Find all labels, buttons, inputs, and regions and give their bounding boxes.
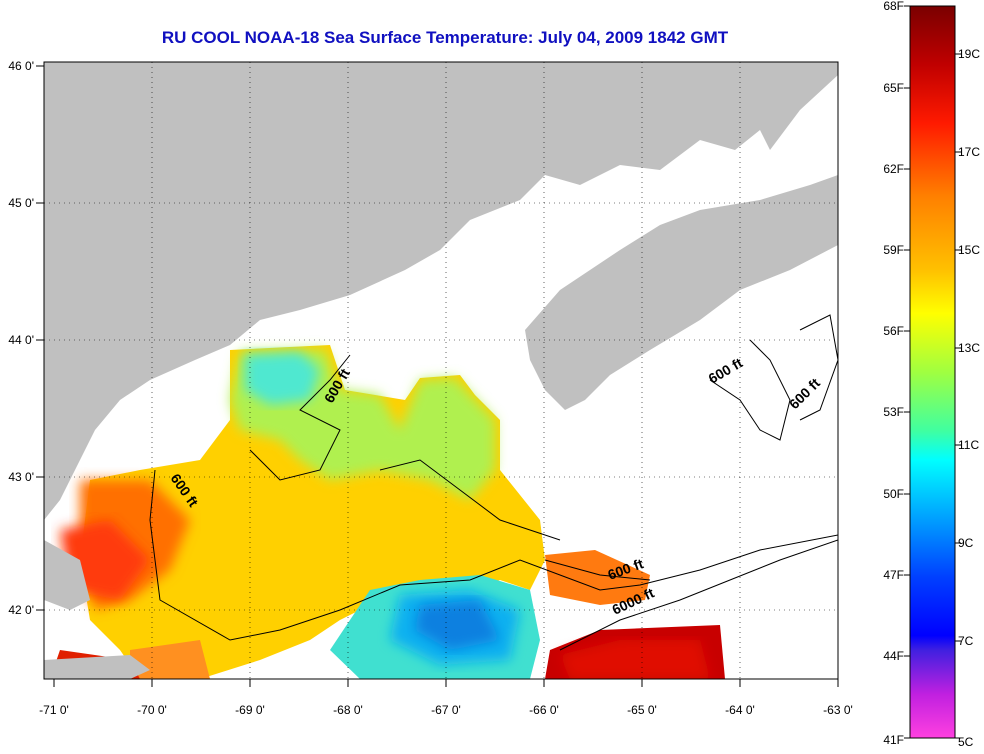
lon-tick-label: -69 0' bbox=[235, 703, 265, 717]
map-frame bbox=[43, 61, 839, 680]
lat-tick-label: 46 0' bbox=[8, 59, 34, 73]
colorbar-f-label: 47F bbox=[883, 568, 904, 582]
colorbar-c-label: 9C bbox=[958, 536, 974, 550]
colorbar-c-label: 11C bbox=[958, 438, 979, 452]
lon-tick-label: -67 0' bbox=[431, 703, 461, 717]
lat-tick-label: 43 0' bbox=[8, 470, 34, 484]
colorbar-f-label: 68F bbox=[883, 0, 904, 13]
lat-tick-label: 44 0' bbox=[8, 333, 34, 347]
colorbar-c-label: 15C bbox=[958, 243, 980, 257]
colorbar-f-label: 44F bbox=[883, 649, 904, 663]
bathymetry-contours bbox=[149, 314, 838, 651]
lon-tick-label: -70 0' bbox=[137, 703, 167, 717]
colorbar-f-label: 50F bbox=[883, 487, 904, 501]
colorbar-c-label: 19C bbox=[958, 47, 980, 61]
colorbar-f-label: 56F bbox=[883, 324, 904, 338]
colorbar-f-label: 62F bbox=[883, 162, 904, 176]
latitude-axis: 46 0' 45 0' 44 0' 43 0' 42 0' bbox=[8, 59, 34, 617]
lon-tick-label: -71 0' bbox=[39, 703, 69, 717]
colorbar-gradient bbox=[909, 5, 956, 739]
colorbar-c-label: 5C bbox=[958, 735, 974, 749]
colorbar-f-label: 59F bbox=[883, 243, 904, 257]
lon-tick-label: -68 0' bbox=[333, 703, 363, 717]
land-layer bbox=[44, 62, 838, 679]
lat-tick-label: 42 0' bbox=[8, 603, 34, 617]
colorbar-f-label: 53F bbox=[883, 405, 904, 419]
colorbar-c-label: 13C bbox=[958, 341, 980, 355]
lon-tick-label: -65 0' bbox=[627, 703, 657, 717]
lon-tick-label: -66 0' bbox=[529, 703, 559, 717]
map-title: RU COOL NOAA-18 Sea Surface Temperature:… bbox=[161, 28, 729, 47]
colorbar-f-label: 65F bbox=[883, 81, 904, 95]
longitude-axis: -71 0' -70 0' -69 0' -68 0' -67 0' -66 0… bbox=[39, 703, 853, 717]
lon-tick-label: -64 0' bbox=[725, 703, 755, 717]
colorbar-c-label: 7C bbox=[958, 634, 974, 648]
axis-ticks bbox=[36, 65, 839, 687]
colorbar-f-label: 41F bbox=[883, 733, 904, 747]
colorbar: 68F 65F 62F 59F 56F 53F 50F 47F 44F 41F … bbox=[883, 0, 980, 749]
colorbar-c-label: 17C bbox=[958, 145, 980, 159]
lat-tick-label: 45 0' bbox=[8, 196, 34, 210]
lon-tick-label: -63 0' bbox=[823, 703, 853, 717]
